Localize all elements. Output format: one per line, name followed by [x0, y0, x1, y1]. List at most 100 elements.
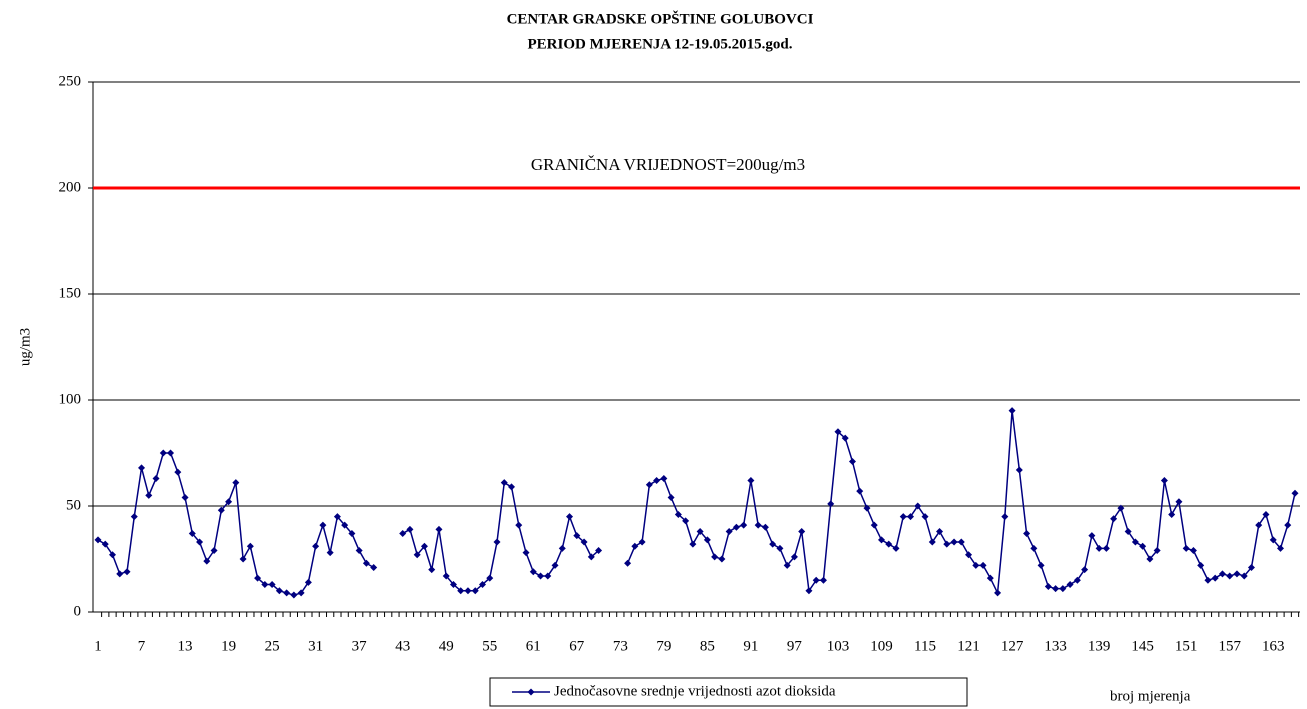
point — [283, 589, 291, 597]
point — [500, 479, 508, 487]
point — [174, 468, 182, 476]
point — [631, 542, 639, 550]
y-tick-label: 50 — [66, 497, 81, 513]
point — [972, 561, 980, 569]
point — [660, 474, 668, 482]
x-tick-label: 85 — [700, 638, 715, 654]
point — [936, 527, 944, 535]
point — [740, 521, 748, 529]
limit-annotation: GRANIČNA VRIJEDNOST=200ug/m3 — [531, 155, 805, 174]
y-tick-label: 0 — [74, 603, 82, 619]
point — [167, 449, 175, 457]
point — [188, 530, 196, 538]
y-tick-label: 150 — [59, 285, 82, 301]
legend-label: Jednočasovne srednje vrijednosti azot di… — [554, 683, 836, 699]
x-tick-label: 19 — [221, 638, 236, 654]
point — [239, 555, 247, 563]
point — [1030, 544, 1038, 552]
point — [979, 561, 987, 569]
point — [355, 547, 363, 555]
point — [1073, 576, 1081, 584]
point — [109, 551, 117, 559]
x-tick-label: 1 — [94, 638, 102, 654]
point — [682, 517, 690, 525]
point — [290, 591, 298, 599]
series-line — [97, 410, 1296, 596]
point — [558, 544, 566, 552]
x-tick-label: 157 — [1218, 638, 1241, 654]
point — [333, 513, 341, 521]
point — [449, 580, 457, 588]
point — [319, 521, 327, 529]
point — [1023, 530, 1031, 538]
point — [1160, 477, 1168, 485]
point — [754, 521, 762, 529]
point — [1197, 561, 1205, 569]
y-tick-label: 200 — [59, 179, 82, 195]
point — [1204, 576, 1212, 584]
point — [1291, 489, 1299, 497]
point — [508, 483, 516, 491]
x-tick-label: 37 — [352, 638, 368, 654]
x-tick-label: 109 — [870, 638, 893, 654]
point — [261, 580, 269, 588]
point — [863, 504, 871, 512]
x-tick-label: 73 — [613, 638, 628, 654]
x-tick-label: 79 — [656, 638, 671, 654]
point — [1175, 498, 1183, 506]
y-tick-label: 250 — [59, 73, 82, 89]
point — [1255, 521, 1263, 529]
point — [1247, 563, 1255, 571]
point — [362, 559, 370, 567]
point — [921, 513, 929, 521]
point — [1102, 544, 1110, 552]
point — [870, 521, 878, 529]
point — [246, 542, 254, 550]
point — [1218, 570, 1226, 578]
point — [1284, 521, 1292, 529]
point — [718, 555, 726, 563]
point — [696, 527, 704, 535]
point — [312, 542, 320, 550]
point — [1110, 515, 1118, 523]
point — [297, 589, 305, 597]
point — [232, 479, 240, 487]
point — [1276, 544, 1284, 552]
x-tick-label: 31 — [308, 638, 323, 654]
point — [478, 580, 486, 588]
point — [1124, 527, 1132, 535]
point — [145, 491, 153, 499]
point — [370, 563, 378, 571]
point — [1211, 574, 1219, 582]
point — [544, 572, 552, 580]
point — [341, 521, 349, 529]
point — [217, 506, 225, 514]
point — [1153, 547, 1161, 555]
point — [1081, 566, 1089, 574]
point — [674, 510, 682, 518]
x-tick-label: 97 — [787, 638, 803, 654]
point — [101, 540, 109, 548]
point — [1226, 572, 1234, 580]
x-tick-label: 103 — [827, 638, 850, 654]
point — [790, 553, 798, 561]
point — [275, 587, 283, 595]
point — [965, 551, 973, 559]
point — [406, 525, 414, 533]
point — [1008, 407, 1016, 415]
point — [1015, 466, 1023, 474]
point — [254, 574, 262, 582]
point — [486, 574, 494, 582]
point — [928, 538, 936, 546]
point — [761, 523, 769, 531]
point — [595, 547, 603, 555]
point — [994, 589, 1002, 597]
point — [725, 527, 733, 535]
point — [776, 544, 784, 552]
point — [885, 540, 893, 548]
point — [181, 494, 189, 502]
point — [892, 544, 900, 552]
point — [304, 578, 312, 586]
point — [856, 487, 864, 495]
point — [435, 525, 443, 533]
